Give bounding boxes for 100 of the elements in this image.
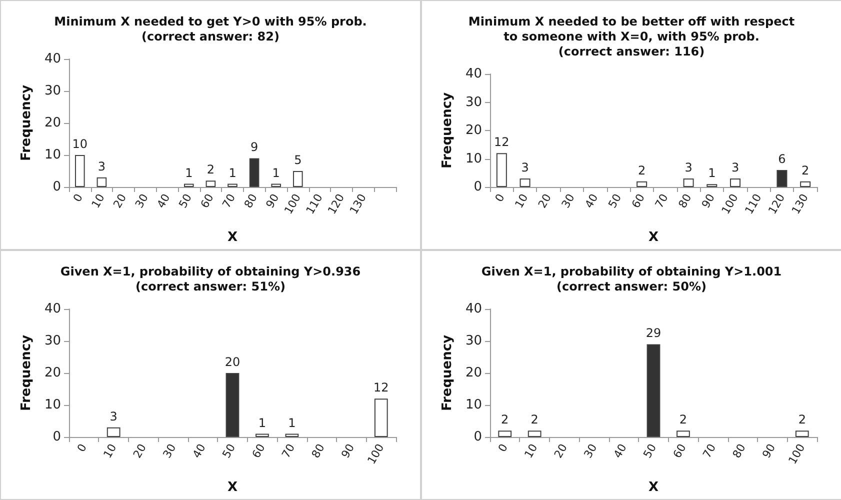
x-tick-label: 0: [74, 442, 90, 454]
data-label: 2: [679, 412, 688, 427]
x-tick-label: 40: [611, 442, 630, 460]
y-axis-title: Frequency: [19, 334, 34, 412]
data-label: 3: [110, 409, 118, 424]
x-tick-label: 90: [699, 192, 718, 210]
x-tick-label: 80: [676, 192, 694, 210]
bar: [730, 178, 741, 187]
data-label: 1: [272, 166, 280, 180]
bar: [683, 178, 694, 187]
x-tick-label: 10: [522, 442, 540, 460]
x-tick-label: 70: [700, 442, 719, 460]
x-tick-label: 60: [629, 192, 648, 210]
y-tick-label: 0: [52, 180, 61, 194]
data-label: 3: [521, 160, 529, 175]
x-tick-label: 90: [338, 442, 358, 460]
x-tick-label: 70: [279, 442, 298, 460]
x-tick-label: 50: [606, 192, 624, 210]
chart-title: Minimum X needed to get Y>0 with 95% prob. (correct answer: 82): [54, 14, 367, 44]
bar: [496, 153, 507, 187]
y-tick-label: 10: [465, 151, 482, 166]
x-tick-label: 0: [496, 442, 510, 454]
y-tick-label: 20: [465, 366, 482, 380]
bar: [776, 170, 788, 187]
y-axis-title: Frequency: [19, 84, 34, 162]
y-tick-label: 20: [44, 116, 61, 130]
data-label: 2: [501, 412, 509, 427]
x-tick-label: 20: [110, 192, 130, 210]
bar: [285, 434, 299, 437]
y-tick-label: 10: [44, 148, 61, 162]
bar: [256, 434, 269, 437]
data-label: 12: [494, 135, 510, 150]
y-tick-label: 40: [44, 302, 61, 316]
bar: [228, 184, 238, 187]
chart-title: Given X=1, probability of obtaining Y>1.001 (correct answer: 50%): [481, 264, 782, 294]
x-tick-label: 30: [559, 192, 578, 210]
data-label: 3: [98, 159, 106, 174]
data-label: 3: [684, 160, 692, 175]
data-label: 12: [373, 380, 389, 395]
y-tick-label: 30: [465, 94, 482, 110]
x-tick-label: 20: [552, 442, 570, 460]
y-tick-label: 10: [44, 398, 61, 412]
data-label: 9: [250, 140, 258, 154]
x-tick-label: 40: [582, 192, 601, 210]
bar: [292, 171, 303, 187]
data-label: 2: [530, 412, 538, 427]
y-tick-label: 20: [465, 123, 482, 138]
chart-title: Minimum X needed to be better off with respect to someone with X=0, with 95% prob. (correct answer: 116): [468, 14, 795, 58]
x-tick-label: 50: [176, 192, 195, 210]
x-tick-label: 70: [652, 192, 671, 210]
x-tick-label: 40: [154, 192, 173, 210]
data-label: 2: [206, 162, 215, 177]
data-label: 2: [638, 163, 646, 178]
x-tick-label: 10: [512, 192, 531, 210]
bar: [206, 180, 216, 187]
x-tick-label: 80: [309, 442, 328, 460]
y-tick-label: 40: [465, 66, 482, 82]
x-tick-label: 30: [132, 192, 151, 210]
y-axis-title: Frequency: [440, 92, 455, 169]
x-tick-label: 50: [220, 442, 238, 460]
x-tick-label: 80: [730, 442, 748, 460]
bar: [520, 178, 530, 187]
x-tick-label: 90: [263, 192, 282, 210]
data-label: 1: [228, 166, 236, 180]
bar: [800, 181, 811, 187]
data-label: 6: [778, 152, 786, 166]
bar: [184, 184, 194, 187]
bar: [374, 398, 388, 437]
x-tick-label: 80: [242, 192, 260, 210]
x-tick-label: 60: [670, 442, 689, 460]
x-tick-label: 20: [130, 442, 149, 460]
x-tick-label: 60: [198, 192, 216, 210]
data-label: 29: [646, 326, 662, 340]
data-label: 1: [708, 166, 716, 180]
x-tick-label: 30: [160, 442, 179, 460]
bar: [74, 155, 85, 187]
bar: [249, 158, 260, 187]
x-axis-title: X: [648, 230, 659, 245]
bar: [636, 181, 648, 187]
y-tick-label: 30: [44, 334, 61, 348]
data-label: 2: [802, 163, 810, 178]
data-label: 1: [258, 416, 266, 430]
data-label: 10: [72, 137, 88, 151]
bar: [226, 373, 240, 437]
x-tick-label: 20: [536, 192, 554, 210]
y-tick-label: 0: [474, 430, 482, 444]
x-axis-title: X: [648, 480, 659, 495]
data-label: 3: [731, 160, 740, 175]
y-axis-title: Frequency: [440, 334, 455, 412]
bar: [96, 177, 107, 187]
data-label: 20: [224, 355, 240, 369]
x-tick-label: 90: [760, 442, 778, 460]
y-tick-label: 10: [465, 398, 482, 412]
x-tick-label: 40: [190, 442, 208, 460]
y-tick-label: 30: [44, 84, 61, 98]
x-tick-label: 10: [100, 442, 120, 460]
chart-title: Given X=1, probability of obtaining Y>0.936 (correct answer: 51%): [60, 264, 361, 294]
x-tick-label: 30: [581, 442, 600, 460]
y-tick-label: 40: [465, 302, 482, 316]
x-tick-label: 0: [492, 192, 508, 204]
